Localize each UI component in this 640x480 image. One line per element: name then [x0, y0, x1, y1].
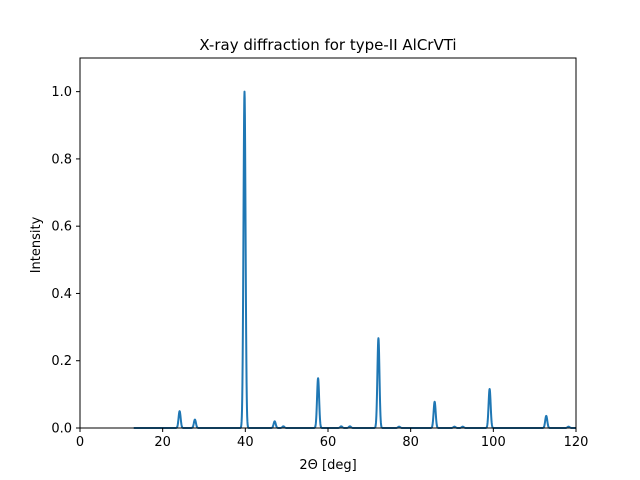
x-axis: 0 20 40 60 80 100 120 — [76, 428, 589, 450]
y-tick-label: 0.2 — [51, 354, 72, 369]
x-tick-label: 120 — [564, 435, 589, 450]
y-tick-label: 0.8 — [51, 152, 72, 167]
y-axis: 0.0 0.2 0.4 0.6 0.8 1.0 — [51, 85, 80, 437]
plot-background — [80, 58, 576, 428]
y-tick-label: 0.6 — [51, 220, 72, 235]
y-axis-label: Intensity — [29, 216, 44, 273]
x-tick-label: 60 — [320, 435, 337, 450]
chart-title: X-ray diffraction for type-II AlCrVTi — [199, 36, 456, 54]
x-tick-label: 100 — [481, 435, 506, 450]
y-tick-label: 0.4 — [51, 287, 72, 302]
x-tick-label: 20 — [154, 435, 171, 450]
x-tick-label: 0 — [76, 435, 84, 450]
y-tick-label: 0.0 — [51, 422, 72, 437]
x-tick-label: 80 — [402, 435, 419, 450]
y-tick-label: 1.0 — [51, 85, 72, 100]
x-tick-label: 40 — [237, 435, 254, 450]
plot-area — [79, 57, 577, 429]
x-axis-label: 2Θ [deg] — [299, 458, 356, 473]
